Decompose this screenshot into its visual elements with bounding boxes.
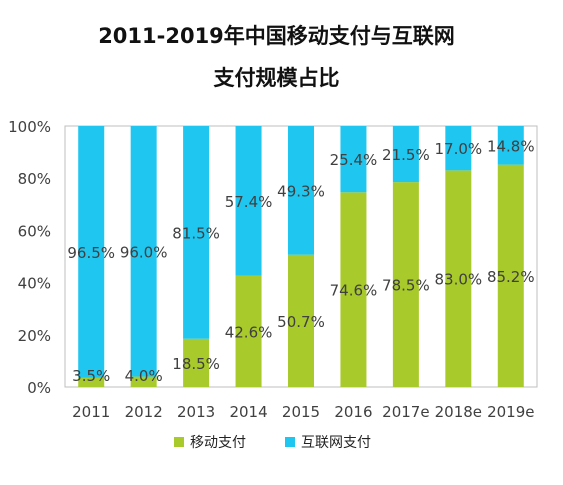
data-label-internet: 14.8% xyxy=(487,137,535,155)
bar-internet xyxy=(340,126,367,193)
legend-label-internet: 互联网支付 xyxy=(301,435,371,451)
chart-title-line-1: 2011-2019年中国移动支付与互联网 xyxy=(98,24,455,48)
data-label-mobile: 78.5% xyxy=(382,277,430,295)
bar-internet xyxy=(445,126,472,171)
data-label-mobile: 85.2% xyxy=(487,268,535,286)
bar-internet xyxy=(497,126,524,165)
bar-mobile xyxy=(183,338,210,387)
bar-internet xyxy=(235,126,262,276)
stacked-bar-chart: 0% 20% 40% 60% 80% 100% 2011 3.5% 96.5% 2012 4.0% 9… xyxy=(8,118,538,421)
data-label-internet: 25.4% xyxy=(330,151,378,169)
bar-mobile xyxy=(78,377,105,387)
x-tick-label: 2017e xyxy=(382,403,429,421)
bar-internet xyxy=(392,126,419,183)
legend-swatch-internet xyxy=(285,437,295,447)
x-tick-label: 2014 xyxy=(229,403,267,421)
data-label-internet: 57.4% xyxy=(225,193,273,211)
data-label-internet: 17.0% xyxy=(435,140,483,158)
bar-mobile xyxy=(340,192,367,387)
bar-mobile xyxy=(235,275,262,387)
data-label-mobile: 3.5% xyxy=(72,367,110,385)
data-label-mobile: 42.6% xyxy=(225,323,273,341)
x-tick-label: 2011 xyxy=(72,403,110,421)
data-label-internet: 96.0% xyxy=(120,243,168,261)
bar-mobile xyxy=(392,182,419,387)
bar-mobile xyxy=(497,164,524,387)
bar-internet xyxy=(78,126,105,378)
data-label-internet: 81.5% xyxy=(172,224,220,242)
x-tick-label: 2015 xyxy=(282,403,320,421)
y-tick-label: 20% xyxy=(18,327,51,345)
legend-swatch-mobile xyxy=(174,437,184,447)
legend-label-mobile: 移动支付 xyxy=(190,435,246,451)
bar-mobile xyxy=(445,170,472,387)
data-label-mobile: 74.6% xyxy=(330,282,378,300)
bar-mobile xyxy=(130,376,157,387)
y-tick-label: 80% xyxy=(18,170,51,188)
chart-title-line-2: 支付规模占比 xyxy=(213,66,340,90)
x-tick-label: 2018e xyxy=(435,403,482,421)
data-label-mobile: 83.0% xyxy=(435,271,483,289)
legend-item-mobile: 移动支付 xyxy=(174,432,246,452)
data-label-internet: 49.3% xyxy=(277,182,325,200)
x-tick-label: 2016 xyxy=(334,403,372,421)
x-tick-label: 2013 xyxy=(177,403,215,421)
legend: 移动支付 互联网支付 xyxy=(0,432,563,452)
bar-internet xyxy=(288,126,314,255)
x-tick-label: 2012 xyxy=(125,403,163,421)
bar-internet xyxy=(130,126,157,377)
data-label-mobile: 50.7% xyxy=(277,313,325,331)
data-label-internet: 96.5% xyxy=(67,244,115,262)
legend-item-internet: 互联网支付 xyxy=(285,432,371,452)
bar-internet xyxy=(183,126,210,339)
y-tick-label: 100% xyxy=(8,118,51,136)
x-tick-label: 2019e xyxy=(487,403,534,421)
data-label-internet: 21.5% xyxy=(382,146,430,164)
y-tick-label: 40% xyxy=(18,275,51,293)
chart-title: 2011-2019年中国移动支付与互联网 支付规模占比 xyxy=(0,0,563,110)
data-label-mobile: 4.0% xyxy=(125,367,163,385)
bar-mobile xyxy=(288,254,314,387)
y-tick-label: 60% xyxy=(18,222,51,240)
y-tick-label: 0% xyxy=(27,379,51,397)
data-label-mobile: 18.5% xyxy=(172,355,220,373)
